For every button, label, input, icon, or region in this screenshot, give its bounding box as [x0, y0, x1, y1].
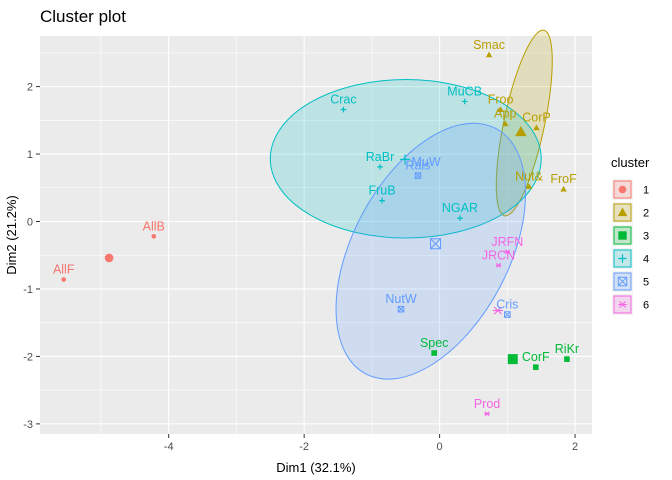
point-JRFN: [504, 249, 511, 255]
legend-label-4: 4: [643, 254, 649, 266]
point-Cris: [504, 311, 511, 318]
y-tick-label: -3: [23, 419, 33, 431]
label-FruB: FruB: [368, 184, 395, 198]
label-Nut&: Nut&: [515, 169, 543, 183]
point-AllB: [151, 234, 157, 239]
center-cluster-6: [492, 306, 503, 315]
x-tick-label: -2: [299, 441, 309, 453]
point-RaBr: [377, 164, 383, 170]
center-cluster-1: [104, 253, 114, 263]
point-MuCB: [461, 98, 468, 105]
legend-symbol-3: [618, 231, 627, 240]
center-cluster-4: [400, 154, 411, 165]
label-CorP: CorP: [522, 111, 550, 125]
point-App: [502, 120, 509, 127]
x-tick-label: -4: [164, 441, 174, 453]
label-MuW: MuW: [411, 155, 440, 169]
legend-symbol-5: [617, 276, 628, 287]
legend-label-2: 2: [643, 208, 649, 220]
cluster-hulls: [269, 29, 553, 380]
point-CorP: [533, 124, 540, 131]
label-RaBr: RaBr: [366, 150, 394, 164]
cluster-4-hull: [269, 79, 542, 239]
label-App: App: [494, 107, 516, 121]
label-Spec: Spec: [420, 336, 449, 350]
label-NGAR: NGAR: [442, 201, 478, 215]
label-NutW: NutW: [385, 292, 416, 306]
y-tick-label: 0: [27, 217, 33, 229]
legend-label-6: 6: [643, 300, 649, 312]
legend: cluster 1 2 3 4 5 6: [611, 155, 650, 315]
label-CorF: CorF: [522, 350, 550, 364]
cluster-5-hull: [335, 122, 527, 380]
label-FroF: FroF: [550, 172, 577, 186]
point-CorF: [532, 364, 539, 371]
legend-symbol-1: [618, 185, 627, 194]
point-Spec: [431, 350, 437, 356]
label-RiKr: RiKr: [555, 342, 579, 356]
cluster-centers: [104, 126, 527, 365]
point-NutW: [397, 305, 405, 313]
point-NGAR: [457, 215, 463, 221]
legend-label-5: 5: [643, 277, 649, 289]
label-Rais: Rais: [405, 159, 430, 173]
label-Froo: Froo: [488, 93, 514, 107]
label-Crac: Crac: [330, 93, 356, 107]
y-tick-label: 1: [27, 149, 33, 161]
y-tick-label: 2: [27, 82, 33, 94]
label-Prod: Prod: [474, 397, 500, 411]
point-Prod: [484, 411, 490, 417]
legend-label-1: 1: [643, 185, 649, 197]
label-AllB: AllB: [143, 219, 165, 233]
label-JRFN: JRFN: [491, 235, 523, 249]
chart-title: Cluster plot: [40, 7, 126, 26]
label-AllF: AllF: [53, 263, 75, 277]
y-axis-title: Dim2 (21.2%): [4, 195, 19, 274]
label-Smac: Smac: [473, 38, 505, 52]
point-AllF: [61, 277, 67, 282]
center-cluster-2: [515, 126, 527, 137]
point-FroF: [560, 185, 567, 192]
axis-ticks: -4 -2 0 2 -3 -2 -1 0 1 2: [23, 82, 578, 453]
label-MuCB: MuCB: [447, 84, 482, 98]
center-cluster-3: [507, 354, 518, 365]
label-Cris: Cris: [496, 298, 518, 312]
point-RiKr: [564, 356, 570, 362]
legend-symbol-6: [618, 301, 627, 308]
point-Froo: [497, 106, 504, 112]
x-tick-label: 2: [572, 441, 578, 453]
point-Nut&: [525, 183, 533, 189]
data-points: [61, 51, 570, 417]
point-Crac: [340, 106, 347, 113]
legend-symbol-4: [618, 254, 627, 263]
point-Rais: [414, 172, 422, 179]
label-JRCN: JRCN: [482, 248, 515, 262]
center-cluster-5: [430, 238, 442, 250]
cluster-2-hull: [495, 29, 553, 217]
x-tick-label: 0: [437, 441, 443, 453]
x-axis-title: Dim1 (32.1%): [276, 460, 355, 475]
point-JRCN: [495, 262, 502, 268]
legend-title: cluster: [611, 155, 650, 170]
point-Smac: [485, 51, 493, 58]
legend-label-3: 3: [643, 231, 649, 243]
y-tick-label: -2: [23, 351, 33, 363]
point-FruB: [379, 197, 385, 204]
y-tick-label: -1: [23, 284, 33, 296]
grid-lines: [40, 36, 592, 434]
legend-symbol-2: [617, 207, 628, 217]
